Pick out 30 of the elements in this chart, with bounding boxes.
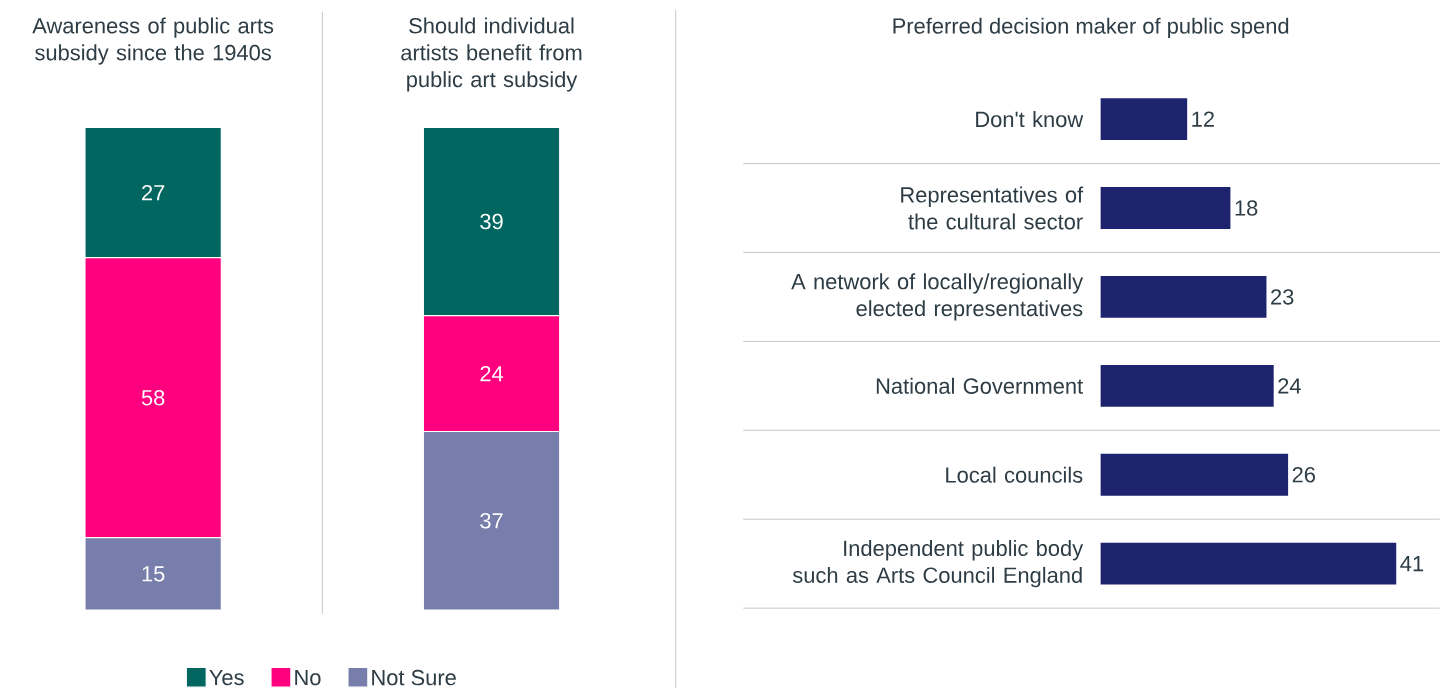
y-tick-label: Local councils [946,466,1083,483]
data-label: 37 [480,513,503,529]
data-label: 12 [1192,111,1214,127]
chart-title: Should individual artists benefit from public art subsidy [401,17,582,92]
data-label: 26 [1292,467,1316,483]
y-tick-label: A network of locally/regionally elected representatives [791,273,1084,321]
data-label: 15 [142,566,165,582]
bar [1100,276,1267,319]
legend-label: No [295,670,321,686]
bar [1100,187,1231,230]
data-label: 39 [480,213,503,230]
bar [1100,542,1397,585]
data-label: 27 [142,185,165,201]
bar [1100,98,1188,141]
data-label: 24 [480,366,504,382]
legend-label: Yes [209,670,244,686]
data-label: 23 [1271,289,1294,305]
data-label: 18 [1235,200,1258,216]
bar [1100,365,1274,407]
chart-title: Awareness of public arts subsidy since the 1940s [32,17,274,65]
data-label: 41 [1400,556,1424,572]
legend-label: Not Sure [372,670,456,686]
bar [1100,454,1289,496]
y-tick-label: Don't know [976,111,1084,128]
data-label: 58 [141,390,165,406]
y-tick-label: National Government [876,377,1083,395]
y-tick-label: Representatives of the cultural sector [901,186,1084,230]
y-tick-label: Independent public body such as Arts Council England [792,540,1084,588]
chart-title: Preferred decision maker of public spend [893,17,1289,39]
data-label: 24 [1278,378,1301,394]
